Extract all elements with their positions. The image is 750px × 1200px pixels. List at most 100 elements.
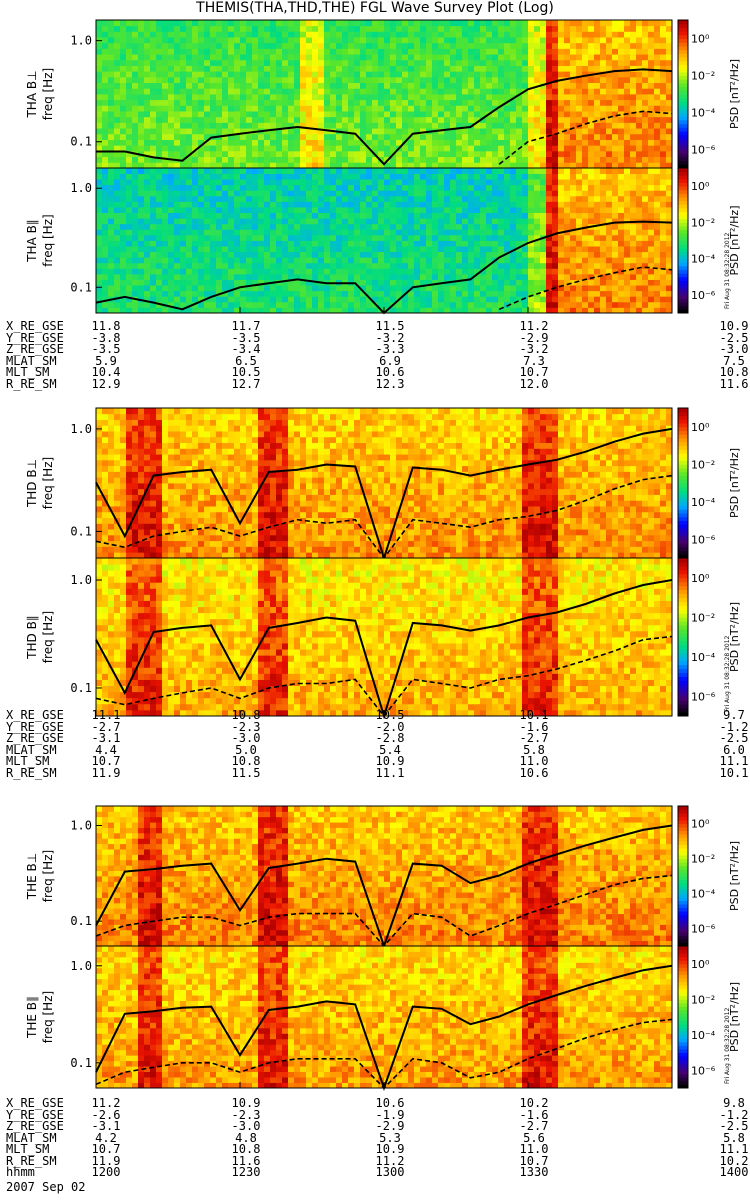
ephemeris-value: -2.5: [719, 1119, 749, 1133]
ephemeris-value: 6.5: [235, 353, 257, 368]
ephemeris-value: 10.9: [231, 1096, 261, 1110]
ephemeris-value: -3.0: [231, 1119, 261, 1133]
ephemeris-value: -2.7: [519, 1119, 549, 1133]
colorbar-tick-label: 10⁰: [691, 958, 710, 971]
ephemeris-value: 5.4: [379, 742, 401, 757]
ephemeris-value: 10.4: [91, 365, 121, 379]
ephemeris-value: 10.8: [719, 365, 749, 379]
ephemeris-value: -3.5: [91, 342, 121, 356]
ephemeris-value: 10.5: [231, 365, 261, 379]
ephemeris-value: -3.1: [91, 1119, 121, 1133]
colorbar: 10⁰ 10⁻² 10⁻⁴ 10⁻⁶ PSD [nT²/Hz]: [677, 19, 741, 169]
ephemeris-value: 11.1: [375, 765, 405, 780]
ephemeris-value: -3.3: [375, 342, 405, 356]
ephemeris-label: Y_RE_GSE: [6, 330, 64, 345]
ephemeris-value: 10.7: [519, 365, 549, 379]
ephemeris-value: -3.8: [91, 330, 121, 345]
heatmap-cells: [96, 558, 673, 717]
timestamp-stamp: Fri Aug 31 08:32:28 2012: [724, 232, 731, 309]
ephemeris-value: 11.2: [519, 319, 549, 333]
colorbar: 10⁰ 10⁻² 10⁻⁴ 10⁻⁶ PSD [nT²/Hz]Fri Aug 31 08…: [677, 167, 741, 314]
ephemeris-value: 10.9: [719, 319, 749, 333]
ephemeris-value: 9.8: [723, 1096, 745, 1110]
panel-the-bperp: 1.0 0.1 THE B⊥ freq [Hz] 10⁰ 10⁻² 10⁻⁴ 10⁻⁶ PSD …: [25, 805, 741, 950]
ephemeris-value: -1.2: [719, 1107, 749, 1122]
ephemeris-value: -2.3: [231, 719, 261, 734]
ephemeris-value: 1300: [375, 1165, 405, 1179]
ephemeris-label: MLAT_SM: [6, 1130, 57, 1145]
ephemeris-value: 12.7: [231, 376, 261, 391]
ephemeris-value: 10.9: [375, 754, 405, 768]
y-axis-label: THA B⊥: [25, 70, 39, 118]
ephemeris-value: 11.7: [231, 319, 261, 333]
colorbar-tick-label: 10⁻⁴: [691, 1029, 716, 1042]
colorbar-tick-label: 10⁰: [691, 818, 710, 831]
ephemeris-label: R_RE_SM: [6, 376, 57, 391]
heatmap-cells: [96, 20, 673, 169]
colorbar: 10⁰ 10⁻² 10⁻⁴ 10⁻⁶ PSD [nT²/Hz]: [677, 407, 741, 559]
ephemeris-value: 11.0: [519, 1142, 549, 1156]
colorbar-tick-label: 10⁻⁴: [691, 107, 716, 120]
ephemeris-value: 10.5: [375, 708, 405, 722]
ephemeris-value: -3.4: [231, 342, 261, 356]
colorbar-tick-label: 10⁻²: [691, 458, 715, 471]
ephemeris-value: 5.6: [523, 1130, 545, 1145]
timestamp-stamp: Fri Aug 31 08:32:28 2012: [724, 1007, 731, 1084]
heatmap-cells: [96, 168, 673, 314]
ephemeris-value: 5.8: [723, 1130, 745, 1145]
heatmap-cells: [96, 408, 673, 559]
y-axis-label: THD B⊥: [25, 459, 39, 508]
colorbar-tick-label: 10⁻²: [691, 993, 715, 1006]
ephemeris-value: 10.8: [231, 754, 261, 768]
ephemeris-value: -2.6: [91, 1107, 121, 1122]
ephemeris-value: -2.0: [375, 719, 405, 734]
ephemeris-value: -3.1: [91, 731, 121, 745]
panel-tha-bperp: 1.0 0.1 THA B⊥ freq [Hz] 10⁰ 10⁻² 10⁻⁴ 10⁻⁶ PSD …: [25, 19, 741, 169]
ephemeris-value: 11.9: [91, 1153, 121, 1168]
ephemeris-value: -3.0: [231, 731, 261, 745]
ephemeris-value: -2.7: [519, 731, 549, 745]
colorbar: 10⁰ 10⁻² 10⁻⁴ 10⁻⁶ PSD [nT²/Hz]Fri Aug 31 08…: [677, 945, 741, 1089]
plot-title: THEMIS(THA,THD,THE) FGL Wave Survey Plot…: [196, 0, 554, 16]
ephemeris-value: 12.9: [91, 376, 121, 391]
ephemeris-value: 11.9: [91, 765, 121, 780]
ephemeris-value: -2.5: [719, 330, 749, 345]
ephemeris-label: X_RE_GSE: [6, 1096, 64, 1110]
ephemeris-value: 6.9: [379, 353, 401, 368]
ephemeris-value: 10.2: [719, 1153, 749, 1168]
ephemeris-label: X_RE_GSE: [6, 319, 64, 333]
y-axis-label: THE B∥: [25, 996, 39, 1039]
y-axis-label: THE B⊥: [25, 853, 39, 900]
colorbar-tick-label: 10⁰: [691, 421, 710, 434]
ephemeris-value: 11.0: [519, 754, 549, 768]
ephemeris-label: MLT_SM: [6, 754, 50, 768]
colorbar-tick-label: 10⁻⁶: [691, 1064, 716, 1077]
ephemeris-value: 10.8: [231, 708, 261, 722]
panel-the-bpar: 1.0 0.1 THE B∥ freq [Hz] 10⁰ 10⁻² 10⁻⁴ 10⁻⁶ PSD …: [25, 945, 741, 1092]
ephemeris-label: Z_RE_GSE: [6, 1119, 64, 1133]
colorbar-tick-label: 10⁻⁶: [691, 289, 716, 302]
ephemeris-value: -3.5: [231, 330, 261, 345]
ephemeris-value: 5.9: [95, 353, 117, 368]
panel-thd-bperp: 1.0 0.1 THD B⊥ freq [Hz] 10⁰ 10⁻² 10⁻⁴ 10⁻⁶ PSD …: [25, 407, 741, 562]
dashed-curve: [498, 110, 673, 165]
ephemeris-value: 11.2: [91, 1096, 121, 1110]
solid-curve: [96, 68, 673, 166]
colorbar-tick-label: 10⁻²: [691, 611, 715, 624]
y-axis-unit: freq [Hz]: [41, 611, 55, 663]
ephemeris-value: -2.9: [375, 1119, 405, 1133]
y-tick-label: 0.1: [70, 681, 92, 695]
ephemeris-value: 11.2: [375, 1153, 405, 1168]
ephemeris-value: 7.3: [523, 353, 545, 368]
colorbar-tick-label: 10⁰: [691, 180, 710, 193]
ephemeris-value: 10.1: [519, 708, 549, 722]
ephemeris-value: -1.6: [519, 1107, 549, 1122]
ephemeris-value: 5.3: [379, 1130, 401, 1145]
ephemeris-value: 9.7: [723, 708, 745, 722]
ephemeris-value: 10.2: [519, 1096, 549, 1110]
ephemeris-value: -2.9: [519, 330, 549, 345]
panel-tha-bpar: 1.0 0.1 THA B∥ freq [Hz] 10⁰ 10⁻² 10⁻⁴ 10⁻⁶ PSD …: [25, 167, 741, 315]
ephemeris-label: R_RE_SM: [6, 1153, 57, 1168]
y-tick-label: 0.1: [70, 524, 92, 538]
